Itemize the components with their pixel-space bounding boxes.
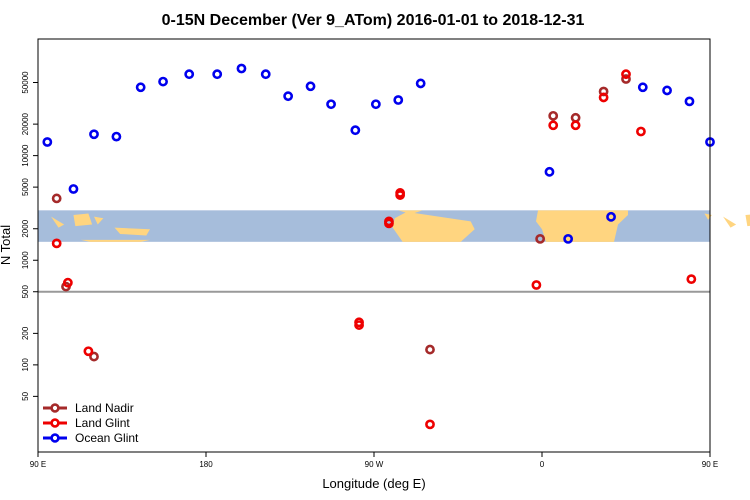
y-tick-label: 200 [21, 326, 30, 340]
point-ocean-glint [135, 82, 146, 93]
y-tick-label: 20000 [21, 112, 30, 135]
point-ocean-glint [370, 99, 381, 110]
point-ocean-glint [415, 78, 426, 89]
map-band [38, 210, 750, 242]
x-axis: 90 E 180 90 W 0 90 E [30, 452, 718, 469]
point-ocean-glint [606, 211, 616, 222]
x-tick-label: 0 [540, 460, 545, 469]
point-land-glint [354, 317, 364, 328]
point-ocean-glint [544, 166, 555, 177]
point-land-nadir [570, 112, 581, 123]
point-land-glint [548, 120, 559, 131]
point-ocean-glint [305, 81, 316, 92]
point-land-glint [395, 188, 406, 198]
point-land-nadir [89, 351, 99, 362]
x-tick-label: 90 E [702, 460, 718, 469]
point-ocean-glint [68, 184, 79, 194]
point-land-glint [531, 280, 542, 290]
point-ocean-glint [283, 91, 294, 102]
map-land-central-america [398, 210, 423, 215]
x-tick-label: 90 E [30, 460, 46, 469]
y-tick-label: 100 [21, 358, 30, 372]
point-ocean-glint [393, 95, 404, 105]
y-tick-label: 2000 [21, 219, 30, 237]
point-ocean-glint [563, 233, 574, 244]
legend-label-land-glint: Land Glint [75, 416, 130, 430]
point-ocean-glint [350, 125, 361, 136]
point-land-nadir [425, 344, 435, 355]
point-land-nadir [535, 233, 546, 244]
y-tick-label: 50000 [21, 71, 30, 94]
y-tick-label: 500 [21, 285, 30, 299]
point-ocean-glint [89, 129, 99, 140]
point-land-glint [570, 120, 581, 131]
y-tick-label: 5000 [21, 178, 30, 196]
map-land-sumatra-repeat [723, 216, 737, 228]
map-land-sumatra [51, 216, 65, 228]
map-land-new-guinea [114, 227, 150, 236]
legend-label-land-nadir: Land Nadir [75, 401, 134, 415]
point-ocean-glint [260, 69, 271, 80]
point-land-glint [425, 419, 435, 430]
point-ocean-glint [326, 99, 336, 110]
map-land-south-america [392, 211, 475, 242]
data-points [42, 63, 715, 430]
legend-marker-land-nadir [50, 403, 60, 413]
point-ocean-glint [184, 69, 195, 80]
point-land-nadir [548, 110, 559, 121]
point-land-glint [636, 126, 646, 137]
map-land-sulawesi [94, 216, 104, 225]
point-land-glint [51, 238, 62, 249]
point-ocean-glint [236, 63, 247, 74]
y-tick-label: 10000 [21, 144, 30, 167]
legend-label-ocean-glint: Ocean Glint [75, 431, 139, 445]
legend-marker-ocean-glint [50, 433, 60, 443]
point-land-nadir [621, 74, 631, 84]
point-ocean-glint [158, 76, 168, 87]
map-land-australia [80, 239, 150, 242]
point-land-glint [686, 274, 697, 285]
point-land-glint [598, 92, 609, 103]
y-tick-label: 1000 [21, 251, 30, 269]
chart-title: 0-15N December (Ver 9_ATom) 2016-01-01 t… [162, 12, 585, 29]
map-land-borneo-repeat [745, 214, 750, 227]
x-tick-label: 180 [199, 460, 213, 469]
point-ocean-glint [684, 96, 695, 107]
y-axis: 50 100 200 500 1000 2000 5000 10000 20000 50000 [21, 71, 38, 401]
map-land-borneo [73, 213, 93, 227]
point-land-nadir [51, 193, 62, 204]
point-ocean-glint [42, 137, 53, 147]
point-ocean-glint [662, 85, 672, 96]
x-tick-label: 90 W [365, 460, 384, 469]
point-land-glint [62, 277, 73, 288]
y-tick-label: 50 [21, 391, 30, 400]
point-land-glint [83, 346, 94, 357]
legend-marker-land-glint [50, 418, 60, 428]
point-ocean-glint [637, 82, 648, 93]
point-land-glint [621, 69, 631, 80]
point-land-glint [384, 216, 394, 227]
point-ocean-glint [212, 69, 223, 80]
x-axis-label: Longitude (deg E) [322, 476, 425, 491]
map-land-africa [536, 210, 628, 242]
y-axis-label: N Total [0, 225, 13, 265]
plot-frame [37, 38, 711, 453]
point-ocean-glint [111, 131, 122, 142]
